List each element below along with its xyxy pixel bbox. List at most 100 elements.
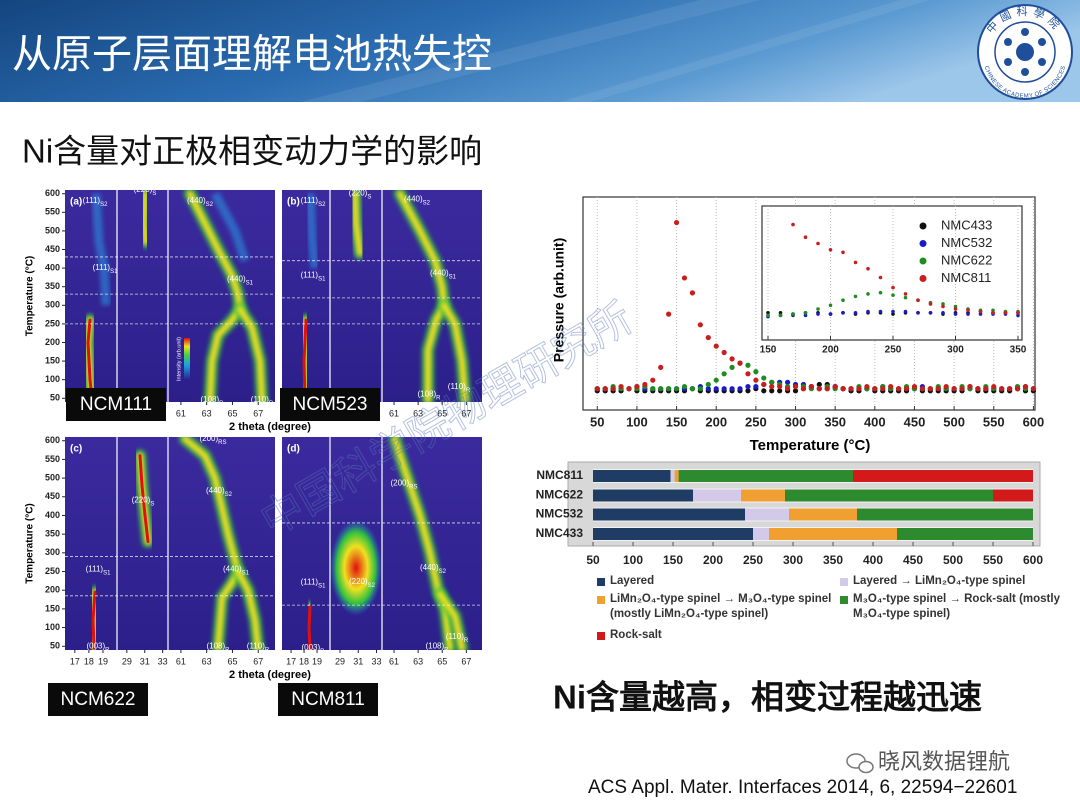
data-point	[891, 285, 895, 290]
peak-sub: R	[265, 647, 270, 653]
peak-label: (110)R	[247, 641, 270, 652]
peak-label: (220)S	[349, 189, 372, 200]
peak-label: (220)S	[134, 185, 157, 196]
data-point	[791, 222, 795, 227]
data-point	[689, 386, 696, 392]
peak-label: (003)R	[301, 643, 325, 654]
data-point	[828, 303, 833, 308]
y-tick-label: 250	[45, 566, 60, 576]
data-point	[658, 364, 664, 370]
x-tick-label: 33	[372, 656, 382, 666]
data-point	[792, 383, 799, 390]
x-tick-label: 200	[822, 345, 839, 356]
x-tick-label: 550	[983, 553, 1003, 567]
y-tick-label: 50	[50, 641, 60, 651]
data-point	[866, 266, 870, 271]
y-tick-label: 400	[45, 510, 60, 520]
y-tick-label: 350	[45, 529, 60, 539]
data-point	[761, 381, 767, 388]
heatmap-panel: (c)(111)S1(220)S(200)RS(440)S2(440)S1(00…	[65, 434, 275, 666]
y-tick-label: 550	[45, 207, 60, 217]
category-label: NMC622	[536, 488, 584, 502]
peak-sub: S1	[449, 274, 457, 280]
data-point	[737, 386, 743, 392]
peak-hkl: (220)	[349, 189, 368, 198]
data-point	[729, 386, 735, 392]
x-tick-label: 450	[903, 553, 923, 567]
data-point	[872, 386, 878, 392]
data-point	[919, 386, 925, 392]
x-tick-label: 150	[760, 345, 777, 356]
data-point	[1016, 311, 1020, 315]
peak-label: (111)S1	[301, 271, 327, 282]
data-point	[745, 383, 751, 390]
ridge-core	[397, 190, 448, 402]
ridge-faint	[91, 193, 111, 306]
data-point	[1016, 313, 1020, 318]
y-tick-label: 300	[45, 300, 60, 310]
peak-label: (111)S1	[301, 578, 327, 589]
bar-segment	[993, 489, 1033, 502]
x-tick-label: 67	[461, 408, 471, 418]
data-point	[634, 383, 640, 390]
peak-label: (111)S1	[86, 565, 112, 576]
panel-label: (d)	[287, 444, 300, 455]
peak-label: (440)S1	[223, 565, 250, 576]
peak-sub: S	[150, 501, 154, 507]
y-tick-label: 300	[45, 547, 60, 557]
peak-hkl: (440)	[223, 565, 242, 574]
peak-sub: S1	[110, 269, 118, 275]
data-point	[891, 293, 895, 297]
data-point	[713, 386, 719, 392]
heatmap-ridges	[81, 190, 269, 402]
data-point	[792, 388, 799, 394]
peak-sub: S2	[368, 583, 376, 589]
colorbar	[184, 338, 190, 380]
legend-label: NMC622	[941, 252, 992, 267]
x-tick-label: 31	[140, 656, 150, 666]
peak-hkl: (003)	[86, 641, 105, 650]
data-point	[697, 322, 703, 328]
data-point	[816, 312, 820, 316]
peak-hkl: (108)	[206, 641, 225, 650]
y-tick-label: 600	[45, 435, 60, 445]
panel-label: (b)	[287, 197, 300, 208]
peak-hkl: (440)	[187, 196, 206, 205]
x-tick-label: 67	[253, 408, 263, 418]
data-point	[721, 371, 727, 377]
peak-label: (200)RS	[199, 434, 226, 445]
x-tick-label: 61	[389, 408, 399, 418]
data-point	[594, 386, 600, 392]
data-point	[903, 295, 908, 300]
bar-segment	[593, 489, 693, 502]
data-point	[737, 360, 743, 366]
panel-label: (a)	[70, 197, 82, 208]
bar-segment	[741, 489, 785, 502]
x-tick-label: 450	[904, 414, 926, 429]
x-tick-label: 350	[824, 414, 846, 429]
x-tick-label: 65	[437, 408, 447, 418]
ridge-faint	[211, 191, 250, 263]
data-point	[1007, 386, 1013, 392]
data-point	[841, 311, 845, 315]
data-point	[853, 311, 858, 315]
data-point	[618, 383, 624, 390]
data-point	[689, 290, 696, 296]
y-tick-label: 200	[45, 585, 60, 595]
peak-sub: S2	[100, 202, 108, 208]
peak-sub: S2	[423, 200, 431, 206]
peak-label: (440)S1	[227, 274, 254, 285]
peak-sub: S1	[246, 280, 254, 286]
y-tick-label: 550	[45, 454, 60, 464]
x-tick-label: 65	[437, 656, 447, 666]
peak-label: (200)RS	[390, 479, 417, 490]
header-streaks	[300, 0, 930, 102]
peak-hkl: (003)	[301, 643, 320, 652]
data-point	[928, 302, 933, 306]
data-point	[916, 311, 920, 315]
peak-label: (003)R	[86, 641, 110, 652]
peak-label: (220)S	[132, 496, 155, 507]
legend-marker	[919, 240, 927, 247]
x-tick-label: 150	[663, 553, 683, 567]
inset-frame	[761, 205, 1023, 341]
